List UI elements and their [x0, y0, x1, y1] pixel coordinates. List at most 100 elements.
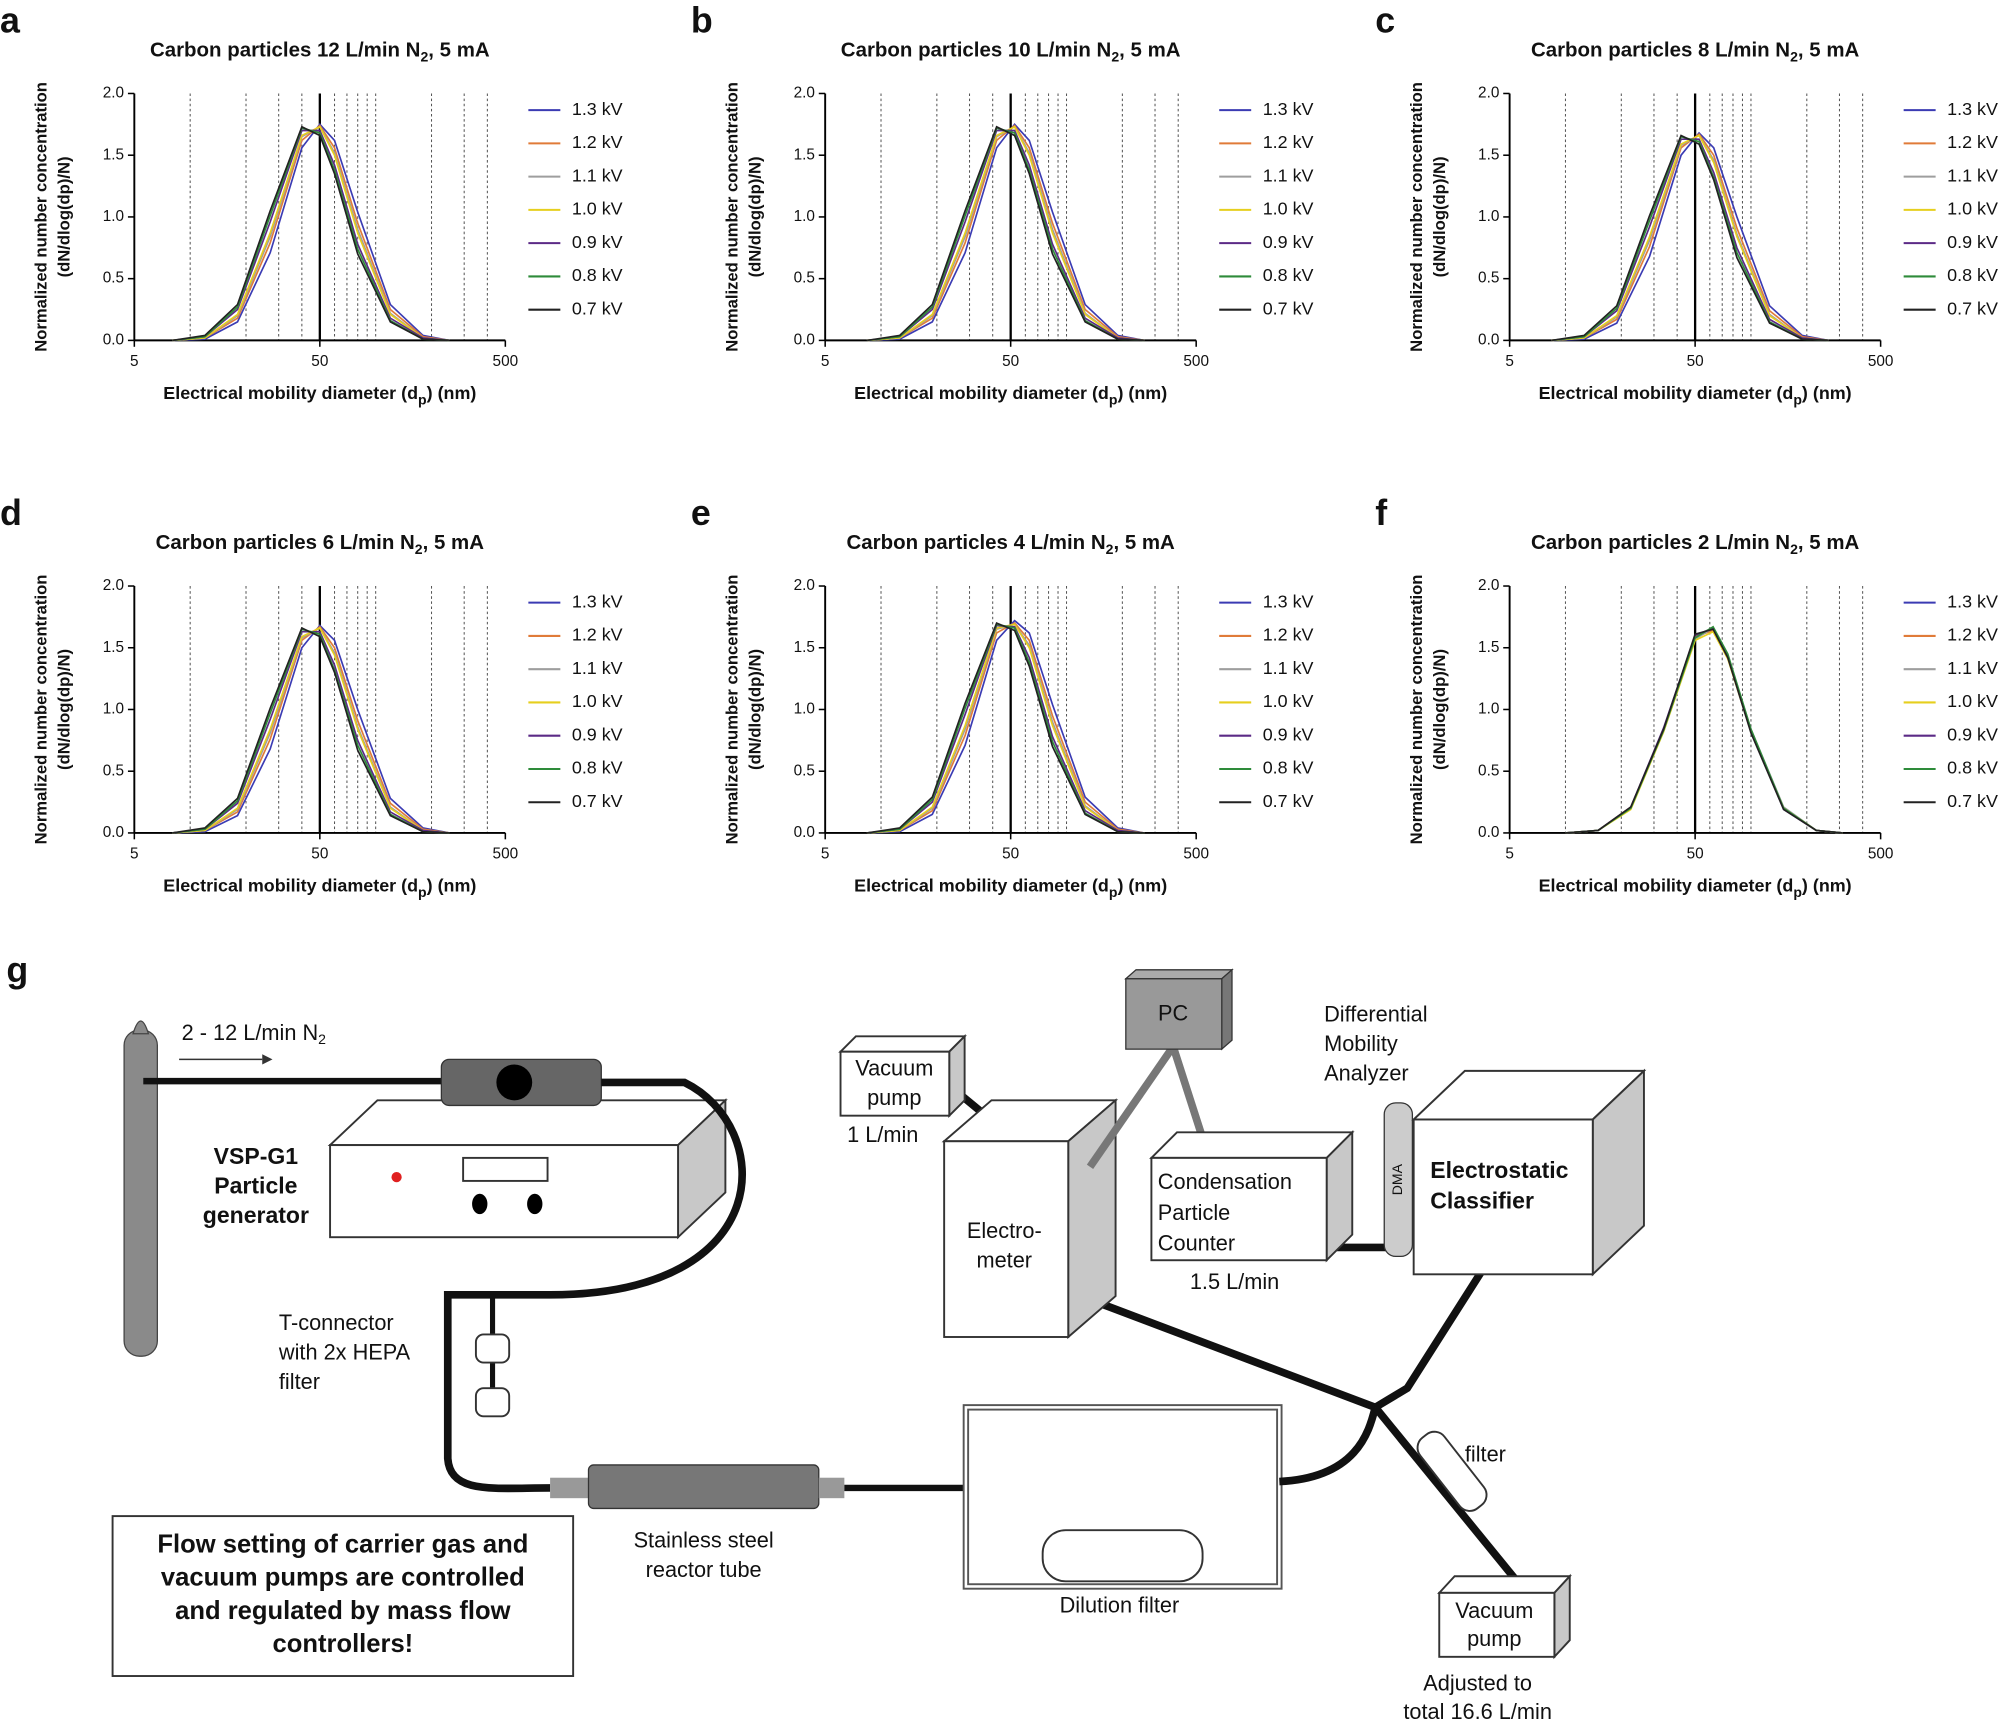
y-tick-label: 2.0 — [1478, 577, 1499, 594]
legend-label: 1.2 kV — [572, 132, 623, 152]
legend-label: 1.2 kV — [1947, 625, 1998, 645]
x-tick-label: 5 — [821, 353, 830, 370]
legend-label: 1.0 kV — [572, 691, 623, 711]
dma-column — [1383, 1102, 1414, 1258]
y-tick-label: 0.5 — [103, 762, 124, 779]
dma-label: Mobility — [1324, 1031, 1398, 1056]
x-tick-label: 50 — [311, 353, 328, 370]
electrometer-label: Electro- — [967, 1218, 1042, 1243]
legend-label: 1.1 kV — [1947, 658, 1998, 678]
reactor-end — [818, 1477, 845, 1499]
generator-knob — [496, 1064, 533, 1101]
electrometer-label: meter — [976, 1247, 1032, 1272]
cpc-label: Counter — [1158, 1231, 1235, 1256]
setup-diagram: g 2 - 12 L/min N2 VSP-G1 Particle genera… — [6, 950, 1647, 1724]
y-tick-label: 1.5 — [103, 639, 124, 656]
series-line — [1565, 625, 1843, 834]
series-line — [866, 125, 1145, 342]
title-sub: 2 — [1790, 48, 1798, 64]
chart: d Carbon particles 6 L/min N2, 5 mA 0.0 0.5… — [0, 493, 623, 900]
note-line: and regulated by mass flow — [175, 1597, 511, 1625]
chart: f Carbon particles 2 L/min N2, 5 mA 0.0 0.5… — [1375, 493, 1998, 900]
note-line: controllers! — [273, 1630, 414, 1658]
x-label-text: ) (nm) — [1802, 383, 1852, 403]
cpc — [1150, 1156, 1328, 1262]
x-label-sub: p — [418, 391, 427, 407]
title-text: , 5 mA — [423, 531, 485, 554]
x-tick-label: 500 — [1868, 846, 1894, 863]
x-tick-label: 50 — [1687, 846, 1704, 863]
x-label-text: Electrical mobility diameter (d — [1539, 875, 1794, 895]
x-label-text: Electrical mobility diameter (d — [854, 875, 1109, 895]
x-axis-label: Electrical mobility diameter (dp) (nm) — [1539, 875, 1852, 899]
y-tick-label: 0.0 — [1478, 331, 1499, 348]
classifier — [1412, 1118, 1594, 1276]
y-tick-label: 0.5 — [794, 762, 815, 779]
y-tick-label: 1.0 — [103, 701, 124, 718]
x-axis-label: Electrical mobility diameter (dp) (nm) — [1539, 383, 1852, 407]
pump-top — [838, 1035, 967, 1053]
generator-display — [462, 1156, 549, 1182]
pipe — [1279, 1406, 1380, 1486]
dilution-label: Dilution filter — [1060, 1593, 1180, 1618]
series-line — [866, 125, 1145, 342]
note-line: vacuum pumps are controlled — [161, 1564, 525, 1592]
title-text: Carbon particles 4 L/min N — [846, 531, 1105, 554]
series-line — [1565, 628, 1843, 834]
chart-title: Carbon particles 4 L/min N2, 5 mA — [846, 531, 1175, 557]
x-axis-label: Electrical mobility diameter (dp) (nm) — [854, 875, 1167, 899]
series-line — [172, 123, 450, 342]
title-text: , 5 mA — [1798, 39, 1860, 62]
legend-label: 0.8 kV — [1947, 265, 1998, 285]
y-tick-label: 1.0 — [794, 701, 815, 718]
x-tick-label: 5 — [821, 846, 830, 863]
legend-label: 1.1 kV — [572, 165, 623, 185]
series-line — [866, 129, 1145, 342]
title-text: , 5 mA — [428, 39, 490, 62]
legend-label: 1.1 kV — [1263, 165, 1314, 185]
chart: a Carbon particles 12 L/min N2, 5 mA 0.0 0.… — [0, 1, 623, 408]
legend-label: 1.0 kV — [1263, 691, 1314, 711]
series-line — [1551, 135, 1829, 342]
legend-label: 0.9 kV — [1947, 232, 1998, 252]
pc-top — [1124, 969, 1234, 980]
classifier-label: Classifier — [1430, 1188, 1534, 1214]
legend-label: 1.0 kV — [1947, 691, 1998, 711]
series-line — [172, 129, 450, 342]
pipe — [1086, 1295, 1377, 1411]
y-tick-label: 1.0 — [103, 208, 124, 225]
panel-letter: d — [0, 493, 22, 533]
legend-label: 1.3 kV — [572, 99, 623, 119]
series-line — [172, 127, 450, 342]
flow-arrow-head — [262, 1054, 273, 1065]
series-line — [1565, 628, 1843, 834]
legend-label: 0.7 kV — [1947, 298, 1998, 318]
x-tick-label: 500 — [493, 353, 519, 370]
y-axis-label: Normalized number concentration — [722, 82, 741, 352]
legend-label: 0.7 kV — [1947, 791, 1998, 811]
generator-led — [391, 1171, 402, 1183]
x-tick-label: 500 — [1183, 353, 1209, 370]
title-text: , 5 mA — [1113, 531, 1175, 554]
legend-label: 0.8 kV — [572, 265, 623, 285]
pump-flow: total 16.6 L/min — [1403, 1699, 1552, 1724]
note-box — [111, 1515, 575, 1677]
pump-flow: 1 L/min — [847, 1122, 918, 1147]
legend-label: 0.9 kV — [1947, 724, 1998, 744]
dilution-loop-inner — [964, 1406, 1281, 1588]
legend-label: 1.3 kV — [1947, 591, 1998, 611]
reactor-label: Stainless steel — [634, 1527, 774, 1552]
legend-label: 0.7 kV — [572, 298, 623, 318]
x-label-text: ) (nm) — [1802, 875, 1852, 895]
cylinder-valve — [132, 1020, 150, 1035]
y-axis-label: Normalized number concentration — [32, 82, 51, 352]
y-axis-label: (dN/dlog(dp)/N) — [745, 649, 764, 770]
panel-letter: a — [0, 1, 21, 41]
series-line — [1565, 630, 1843, 834]
y-tick-label: 1.5 — [103, 146, 124, 163]
y-tick-label: 0.0 — [794, 331, 815, 348]
generator-label: Particle — [214, 1172, 297, 1198]
dilution-filter — [1041, 1529, 1204, 1583]
y-axis-label: Normalized number concentration — [722, 575, 741, 845]
x-axis-label: Electrical mobility diameter (dp) (nm) — [163, 383, 476, 407]
